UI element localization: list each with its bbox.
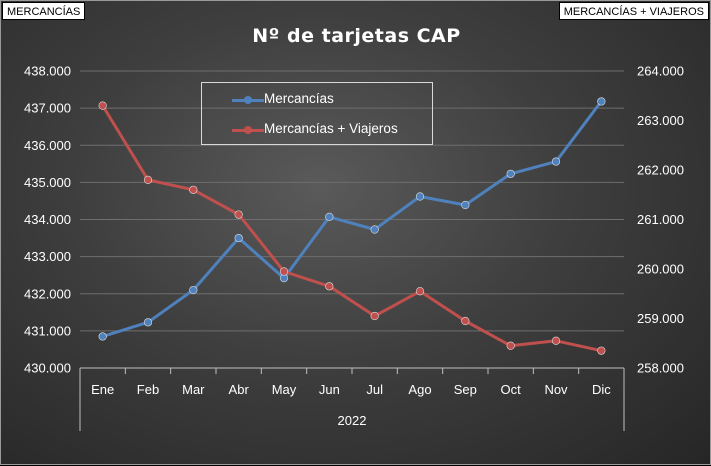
data-point-0 (98, 332, 107, 341)
x-tick-label: Dic (592, 382, 611, 397)
data-point-0 (234, 233, 243, 243)
y-left-tick-label: 434.000 (24, 212, 71, 227)
x-tick-label: May (272, 382, 297, 397)
x-tick-label: Ene (91, 382, 114, 397)
data-point-0 (325, 212, 334, 222)
y-left-tick-label: 436.000 (24, 138, 71, 153)
data-point-1 (370, 311, 379, 321)
data-point-0 (189, 285, 198, 295)
legend: Mercancías Mercancías + Viajeros (201, 82, 433, 145)
data-point-1 (189, 185, 198, 194)
x-tick-label: Abr (229, 382, 250, 397)
data-point-1 (325, 282, 334, 291)
x-group-label: 2022 (338, 413, 367, 428)
legend-marker-mercancias-viajeros (244, 126, 252, 134)
data-point-1 (234, 210, 243, 219)
data-point-1 (597, 346, 606, 355)
series-line-1 (101, 104, 602, 353)
data-point-1 (98, 101, 107, 110)
y-right-tick-label: 258.000 (637, 361, 684, 376)
data-point-0 (461, 200, 470, 210)
y-right-tick-label: 259.000 (637, 311, 684, 326)
y-right-tick-label: 264.000 (637, 64, 684, 79)
y-left-tick-label: 435.000 (24, 175, 71, 190)
x-tick-label: Feb (137, 382, 159, 397)
y-left-tick-label: 430.000 (24, 361, 71, 376)
y-left-tick-label: 431.000 (24, 323, 71, 338)
y-left-tick-label: 437.000 (24, 101, 71, 116)
right-axis-tag: MERCANCÍAS + VIAJEROS (558, 2, 709, 20)
x-tick-label: Jun (319, 382, 340, 397)
data-point-1 (415, 287, 425, 296)
series-line-0 (102, 100, 603, 338)
x-tick-label: Ago (408, 382, 431, 397)
y-left-tick-label: 432.000 (24, 286, 71, 301)
data-point-0 (415, 192, 425, 201)
x-tick-label: Oct (501, 382, 522, 397)
data-point-0 (506, 169, 515, 178)
data-point-0 (143, 318, 153, 327)
data-point-1 (551, 336, 561, 345)
y-right-tick-label: 261.000 (637, 212, 684, 227)
legend-marker-mercancias (244, 96, 252, 104)
x-tick-label: Mar (182, 382, 205, 397)
data-point-0 (551, 157, 561, 166)
data-point-1 (279, 267, 289, 276)
data-point-0 (370, 225, 379, 234)
y-right-tick-label: 260.000 (637, 262, 684, 277)
chart-title: Nº de tarjetas CAP (252, 25, 461, 47)
y-right-tick-label: 262.000 (637, 163, 684, 178)
y-left-tick-label: 433.000 (24, 249, 71, 264)
data-point-0 (597, 97, 606, 106)
legend-item-mercancias-viajeros: Mercancías + Viajeros (202, 120, 432, 140)
data-point-1 (506, 341, 515, 350)
y-left-tick-label: 438.000 (24, 64, 71, 79)
x-tick-label: Jul (366, 382, 383, 397)
data-point-1 (143, 175, 153, 184)
legend-item-mercancias: Mercancías (202, 90, 432, 110)
left-axis-tag: MERCANCÍAS (2, 2, 86, 20)
legend-label-mercancias-viajeros: Mercancías + Viajeros (264, 121, 398, 136)
y-right-tick-label: 263.000 (637, 113, 684, 128)
x-tick-label: Nov (544, 382, 568, 397)
legend-label-mercancias: Mercancías (264, 91, 334, 106)
x-tick-label: Sep (454, 382, 477, 397)
data-point-1 (461, 316, 470, 326)
